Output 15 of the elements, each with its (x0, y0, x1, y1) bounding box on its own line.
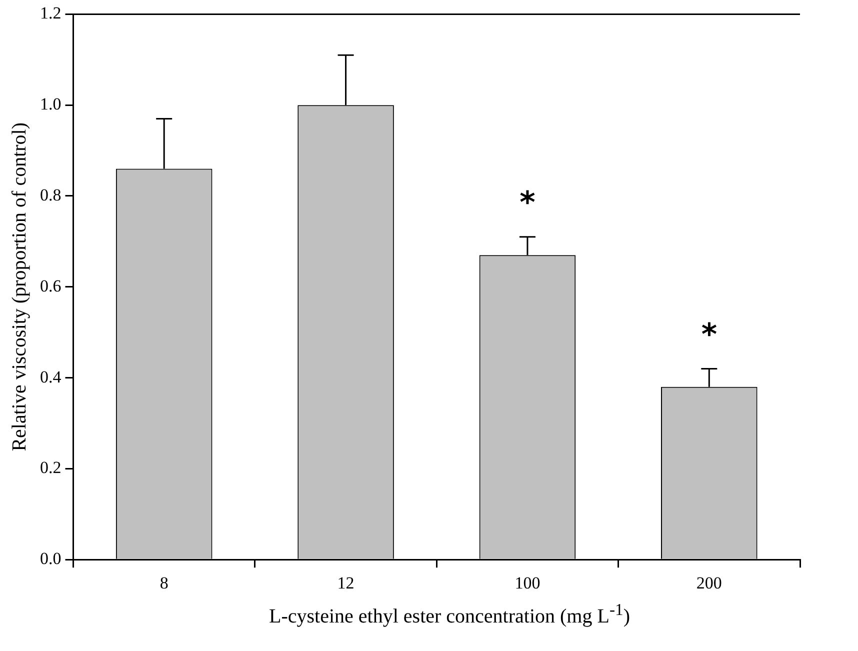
y-tick-label: 0.8 (40, 185, 62, 204)
x-tick-label: 12 (337, 573, 354, 592)
y-axis-title: Relative viscosity (proportion of control) (8, 122, 30, 452)
y-tick-label: 0.0 (40, 549, 62, 568)
y-tick-label: 1.0 (40, 94, 62, 114)
annotation: * (701, 318, 718, 353)
annotation: * (520, 186, 536, 221)
y-tick-label: 0.2 (40, 458, 62, 478)
x-axis-title: L-cysteine ethyl ester concentration (mg L$^{-1}$) (268, 600, 631, 629)
y-tick-label: 1.2 (40, 4, 62, 23)
y-tick-label: 0.6 (40, 276, 62, 296)
x-tick-label: 100 (514, 573, 540, 592)
x-tick-label: 8 (160, 573, 168, 592)
y-tick-label: 0.4 (40, 367, 62, 386)
x-tick-label: 200 (696, 573, 722, 592)
